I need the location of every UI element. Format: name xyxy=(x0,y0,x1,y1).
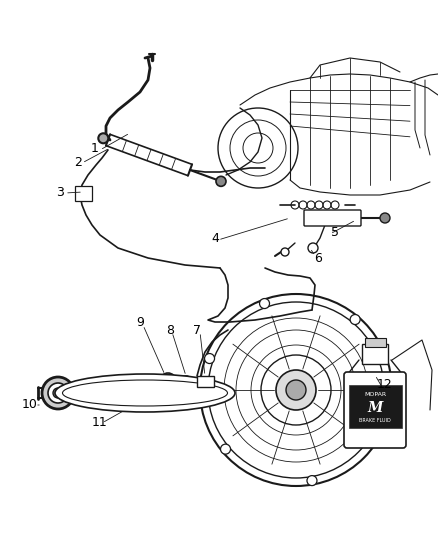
FancyBboxPatch shape xyxy=(349,384,402,427)
Circle shape xyxy=(48,383,68,403)
Text: 7: 7 xyxy=(193,324,201,336)
Text: 3: 3 xyxy=(56,187,64,199)
Circle shape xyxy=(53,388,63,398)
Circle shape xyxy=(380,213,390,223)
Text: MOPAR: MOPAR xyxy=(364,392,386,398)
Circle shape xyxy=(216,176,226,187)
FancyBboxPatch shape xyxy=(344,372,406,448)
Text: M: M xyxy=(367,401,383,415)
Circle shape xyxy=(205,353,215,364)
Circle shape xyxy=(286,380,306,400)
Circle shape xyxy=(183,379,189,385)
Circle shape xyxy=(281,248,289,256)
Circle shape xyxy=(180,376,192,388)
Circle shape xyxy=(160,373,176,389)
Text: 4: 4 xyxy=(211,231,219,245)
Text: 1: 1 xyxy=(91,141,99,155)
Text: 8: 8 xyxy=(166,324,174,336)
Circle shape xyxy=(371,431,381,441)
Circle shape xyxy=(98,133,108,143)
Text: 9: 9 xyxy=(136,317,144,329)
FancyBboxPatch shape xyxy=(197,376,213,386)
Text: 12: 12 xyxy=(377,378,393,392)
FancyBboxPatch shape xyxy=(364,337,385,346)
FancyBboxPatch shape xyxy=(304,210,361,226)
Circle shape xyxy=(308,243,318,253)
FancyBboxPatch shape xyxy=(74,185,92,200)
Circle shape xyxy=(42,377,74,409)
FancyBboxPatch shape xyxy=(362,344,388,364)
Circle shape xyxy=(260,298,269,309)
Text: 2: 2 xyxy=(74,157,82,169)
Circle shape xyxy=(164,377,172,385)
Circle shape xyxy=(350,314,360,325)
Text: 6: 6 xyxy=(314,252,322,264)
Circle shape xyxy=(307,475,317,486)
Text: 5: 5 xyxy=(331,225,339,238)
Text: 11: 11 xyxy=(92,416,108,430)
Circle shape xyxy=(220,444,230,454)
Text: 10: 10 xyxy=(22,399,38,411)
Circle shape xyxy=(276,370,316,410)
Ellipse shape xyxy=(55,374,235,412)
Text: BRAKE FLUID: BRAKE FLUID xyxy=(359,417,391,423)
